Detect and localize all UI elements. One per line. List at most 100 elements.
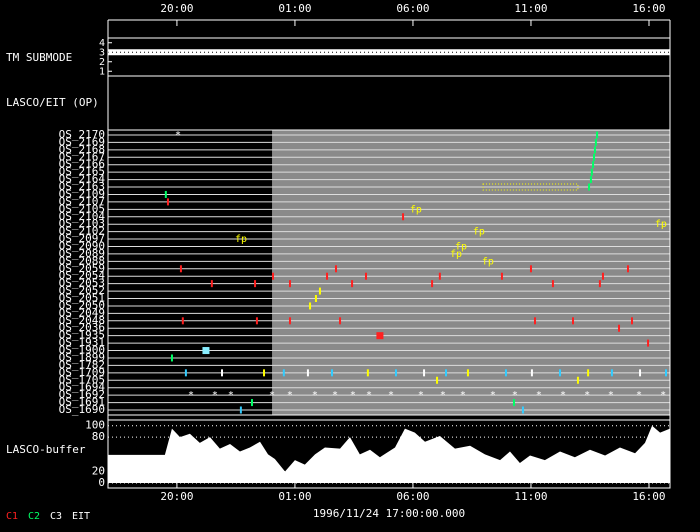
x-tick-label-top: 11:00	[514, 2, 547, 15]
tm-panel	[107, 37, 671, 77]
x-tick-label-top: 06:00	[396, 2, 429, 15]
event-label: *	[212, 390, 218, 401]
event-label: *	[388, 390, 394, 401]
row-label: OS_1900	[59, 344, 105, 357]
row-label: OS_2036	[59, 321, 105, 334]
x-tick-label-bottom: 11:00	[514, 490, 547, 503]
buffer-tick-label: 80	[92, 430, 105, 443]
event-label: fp	[655, 219, 667, 230]
row-label: OS_1691	[59, 396, 105, 409]
row-label: OS_1782	[59, 358, 105, 371]
legend-entry: C2	[28, 511, 40, 522]
buffer-tick-label: 20	[92, 465, 105, 478]
row-label: OS_2059	[59, 262, 105, 275]
event-label: *	[366, 390, 372, 401]
row-label: OS_2052	[59, 284, 105, 297]
row-label: OS_2053	[59, 277, 105, 290]
row-label: OS_2049	[59, 306, 105, 319]
shaded-region	[272, 130, 670, 415]
row-label: OS_1705	[59, 373, 105, 386]
tm-tick-label: 1	[99, 66, 105, 77]
event-square	[376, 332, 384, 340]
row-label: OS_1899	[59, 351, 105, 364]
row-label: OS_2166	[59, 158, 105, 171]
event-label: fp	[455, 241, 467, 252]
row-label: OS_1935	[59, 329, 105, 342]
date-label: 1996/11/24 17:00:00.000	[313, 507, 465, 520]
row-label: OS_2089	[59, 247, 105, 260]
plan-label: LASCO/EIT (OP)	[6, 96, 99, 109]
event-label: *	[660, 390, 666, 401]
event-label: *	[460, 390, 466, 401]
event-label: *	[332, 390, 338, 401]
buffer-label: LASCO-buffer	[6, 443, 86, 456]
event-label: *	[175, 130, 181, 141]
row-label: OS_2054	[59, 269, 106, 282]
row-label: OS_2167	[59, 150, 105, 163]
buffer-tick-label: 100	[85, 419, 105, 432]
x-tick-label-top: 16:00	[632, 2, 665, 15]
event-label: fp	[235, 234, 247, 245]
event-label: *	[228, 390, 234, 401]
tm-tick-label: 4	[99, 38, 105, 49]
event-label: fp	[450, 249, 462, 260]
row-label: OS_2169	[59, 135, 105, 148]
row-label: OS_2107	[59, 195, 105, 208]
row-label: OS_2048	[59, 314, 105, 327]
event-label: *	[440, 390, 446, 401]
event-label: *	[536, 390, 542, 401]
buffer-tick-label: 0	[98, 476, 105, 489]
row-label: OS_2097	[59, 232, 105, 245]
row-label: OS_2102	[59, 225, 105, 238]
event-label: *	[560, 390, 566, 401]
tm-label: TM SUBMODE	[6, 51, 72, 64]
row-label: OS_2168	[59, 143, 105, 156]
x-tick-label-bottom: 16:00	[632, 490, 665, 503]
row-label: OS_2109	[59, 187, 105, 200]
row-label: OS_2104	[59, 210, 106, 223]
legend-entry: C3	[50, 511, 62, 522]
row-label: OS_2090	[59, 239, 105, 252]
x-tick-label-bottom: 20:00	[160, 490, 193, 503]
row-label: OS_1709	[59, 366, 105, 379]
event-label: fp	[473, 227, 485, 238]
event-label: *	[287, 390, 293, 401]
row-label: OS_2103	[59, 217, 105, 230]
row-label: OS_1931	[59, 336, 105, 349]
x-tick-label-top: 20:00	[160, 2, 193, 15]
row-label: OS_2105	[59, 202, 105, 215]
event-label: *	[636, 390, 642, 401]
x-tick-label-top: 01:00	[278, 2, 311, 15]
event-label: *	[584, 390, 590, 401]
event-label: *	[490, 390, 496, 401]
event-label: *	[512, 390, 518, 401]
event-label: *	[312, 390, 318, 401]
legend-entry: C1	[6, 511, 18, 522]
range	[482, 183, 579, 191]
row-label: OS_2164	[59, 173, 106, 186]
row-label: OS_1692	[59, 388, 105, 401]
row-label: OS_2163	[59, 180, 105, 193]
tm-tick-label: 2	[99, 57, 105, 68]
row-label: OS_2170	[59, 128, 105, 141]
row-label: OS_2088	[59, 254, 105, 267]
event-label: *	[418, 390, 424, 401]
buffer-area	[108, 425, 670, 483]
row-label: OS_2051	[59, 292, 105, 305]
row-label: OS_2165	[59, 165, 105, 178]
event-label: fp	[410, 204, 422, 215]
event-label: *	[608, 390, 614, 401]
x-tick-label-bottom: 06:00	[396, 490, 429, 503]
row-label: OS_1694	[59, 381, 106, 394]
legend-entry: EIT	[72, 511, 90, 522]
event-label: *	[188, 390, 194, 401]
event-label: *	[350, 390, 356, 401]
row-label: OS_1690	[59, 403, 105, 416]
x-tick-label-bottom: 01:00	[278, 490, 311, 503]
event-square	[202, 347, 210, 355]
tm-tick-label: 3	[99, 47, 105, 58]
row-label: OS_2050	[59, 299, 105, 312]
event-label: fp	[482, 256, 494, 267]
event-label: *	[269, 390, 275, 401]
